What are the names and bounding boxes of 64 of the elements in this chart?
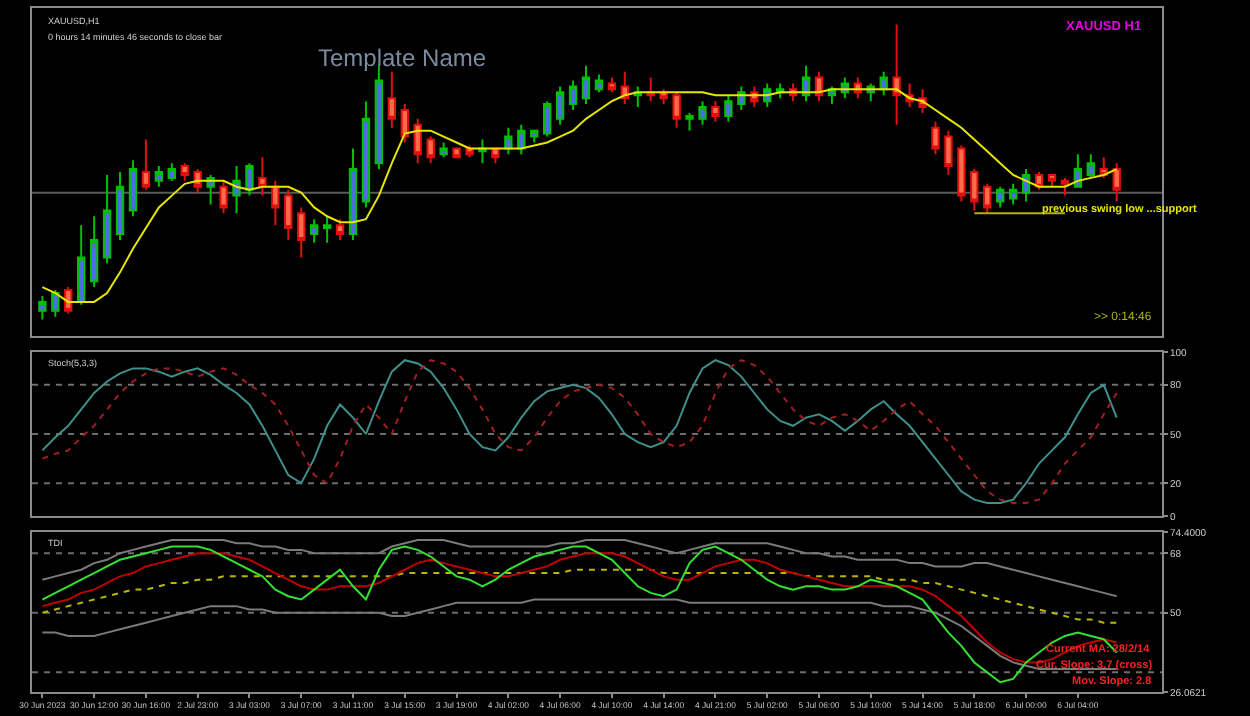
- candlestick: [232, 165, 241, 215]
- candlestick: [996, 185, 1005, 209]
- candlestick: [568, 79, 578, 111]
- candlestick: [970, 168, 979, 212]
- candlestick: [348, 147, 358, 241]
- candlestick: [180, 162, 189, 182]
- candlestick: [322, 215, 332, 244]
- candlestick: [335, 218, 345, 241]
- candlestick: [167, 162, 176, 182]
- candlestick: [89, 215, 99, 289]
- candlestick: [672, 91, 681, 129]
- candlestick: [724, 94, 733, 123]
- candlestick: [892, 23, 901, 126]
- candlestick: [439, 141, 448, 159]
- candlestick: [698, 100, 707, 126]
- candlestick: [284, 188, 293, 241]
- candlestick: [1112, 162, 1121, 203]
- candlestick: [77, 224, 86, 306]
- candlestick: [620, 70, 629, 106]
- candlestick: [400, 103, 409, 144]
- candlestick: [245, 162, 254, 197]
- candlestick: [646, 76, 655, 103]
- candlestick: [413, 117, 422, 165]
- candlestick: [1008, 182, 1018, 206]
- candlestick: [51, 289, 60, 318]
- candlestick: [957, 144, 966, 203]
- candlestick: [297, 206, 306, 259]
- candlestick: [1021, 168, 1031, 203]
- annotation: Template Name: [318, 44, 487, 72]
- candlestick: [1060, 176, 1070, 197]
- candlestick: [607, 76, 617, 94]
- candlestick: [504, 126, 513, 156]
- candlestick: [581, 64, 591, 106]
- candlestick: [1086, 153, 1095, 179]
- candlestick: [141, 138, 151, 191]
- candlestick: [387, 70, 397, 129]
- candlestick: [154, 165, 164, 188]
- line-series: [41, 568, 1118, 624]
- candlestick: [115, 171, 125, 241]
- candlestick: [931, 120, 940, 156]
- candlestick: [271, 179, 280, 227]
- candlestick: [310, 218, 319, 244]
- candlestick: [452, 147, 461, 159]
- candlestick: [530, 129, 539, 144]
- candlestick: [1047, 173, 1057, 188]
- candlestick: [801, 64, 811, 103]
- candlestick: [38, 294, 47, 321]
- candlestick: [983, 182, 992, 215]
- candlestick: [102, 173, 112, 265]
- candlestick: [944, 129, 953, 176]
- candlestick: [219, 179, 228, 215]
- candlestick: [555, 85, 565, 126]
- candlestick: [478, 138, 487, 165]
- candlestick: [258, 156, 267, 197]
- candlestick: [685, 111, 694, 132]
- candlestick: [594, 73, 604, 94]
- candlestick: [128, 159, 138, 218]
- candlestick: [1073, 153, 1083, 188]
- candlestick: [426, 135, 435, 165]
- candlestick: [711, 100, 720, 123]
- line-series: [41, 359, 1118, 504]
- candlestick: [491, 147, 500, 165]
- candlestick: [543, 100, 552, 138]
- candlestick: [361, 100, 371, 209]
